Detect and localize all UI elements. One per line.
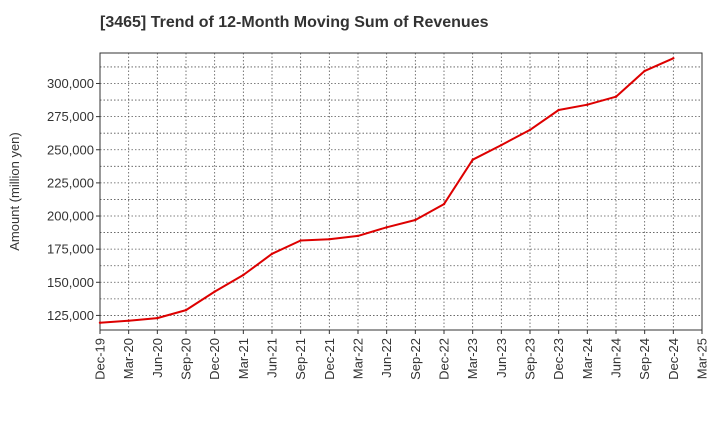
- x-tick-label: Dec-19: [93, 338, 108, 380]
- x-tick-label: Jun-20: [150, 338, 165, 378]
- x-tick-label: Jun-22: [379, 338, 394, 378]
- plot-area-frame: [99, 52, 703, 331]
- x-tick-label: Sep-21: [293, 338, 308, 380]
- x-tick-label: Sep-23: [523, 338, 538, 380]
- x-tick-label: Dec-22: [437, 338, 452, 380]
- y-tick-label: 300,000: [47, 76, 94, 91]
- data-point: [500, 143, 503, 147]
- y-tick-label: 225,000: [47, 175, 94, 190]
- data-point: [442, 202, 446, 206]
- data-point: [385, 226, 388, 229]
- data-point: [184, 308, 188, 312]
- x-axis-ticks: Dec-19 Mar-20 Jun-20 Sep-20 Dec-20 Mar-21 Jun-…: [93, 330, 710, 380]
- data-point: [270, 252, 274, 255]
- data-point: [672, 57, 675, 60]
- data-point: [643, 69, 646, 73]
- data-point: [299, 239, 302, 242]
- x-tick-label: Dec-21: [322, 338, 337, 380]
- data-point: [127, 319, 130, 322]
- data-point: [528, 128, 532, 132]
- y-tick-label: 250,000: [47, 142, 94, 157]
- y-tick-label: 275,000: [47, 109, 94, 124]
- data-point: [614, 95, 618, 98]
- x-tick-label: Mar-24: [580, 338, 595, 379]
- x-tick-label: Jun-24: [609, 338, 624, 378]
- data-point: [242, 273, 245, 277]
- data-point: [557, 108, 560, 112]
- chart-title: [3465] Trend of 12-Month Moving Sum of R…: [100, 14, 489, 31]
- data-point: [98, 321, 102, 324]
- x-tick-label: Mar-20: [121, 338, 136, 379]
- x-tick-label: Jun-23: [494, 338, 509, 378]
- x-tick-label: Mar-25: [695, 338, 710, 379]
- y-tick-label: 150,000: [47, 275, 94, 290]
- grid-layer: [100, 53, 702, 330]
- y-tick-label: 125,000: [47, 308, 94, 323]
- x-tick-label: Mar-22: [351, 338, 366, 379]
- y-tick-label: 175,000: [47, 242, 94, 257]
- data-point: [156, 316, 159, 320]
- x-tick-label: Dec-24: [666, 338, 681, 380]
- series-layer: [98, 57, 675, 324]
- y-axis-label: Amount (million yen): [7, 132, 22, 251]
- x-tick-label: Dec-20: [207, 338, 222, 380]
- x-tick-label: Sep-22: [408, 338, 423, 380]
- data-point: [414, 218, 417, 222]
- x-tick-label: Dec-23: [551, 338, 566, 380]
- data-point: [471, 158, 474, 161]
- x-tick-label: Mar-23: [465, 338, 480, 379]
- y-tick-label: 200,000: [47, 209, 94, 224]
- x-tick-label: Sep-20: [179, 338, 194, 380]
- y-axis-ticks: 125,000 150,000 175,000 200,000 225,000 250,0…: [47, 76, 100, 323]
- x-tick-label: Mar-21: [236, 338, 251, 379]
- x-tick-label: Sep-24: [637, 338, 652, 380]
- data-point: [586, 103, 589, 106]
- data-point: [356, 234, 360, 238]
- data-point: [328, 238, 331, 241]
- x-tick-label: Jun-21: [265, 338, 280, 378]
- data-point: [213, 290, 216, 293]
